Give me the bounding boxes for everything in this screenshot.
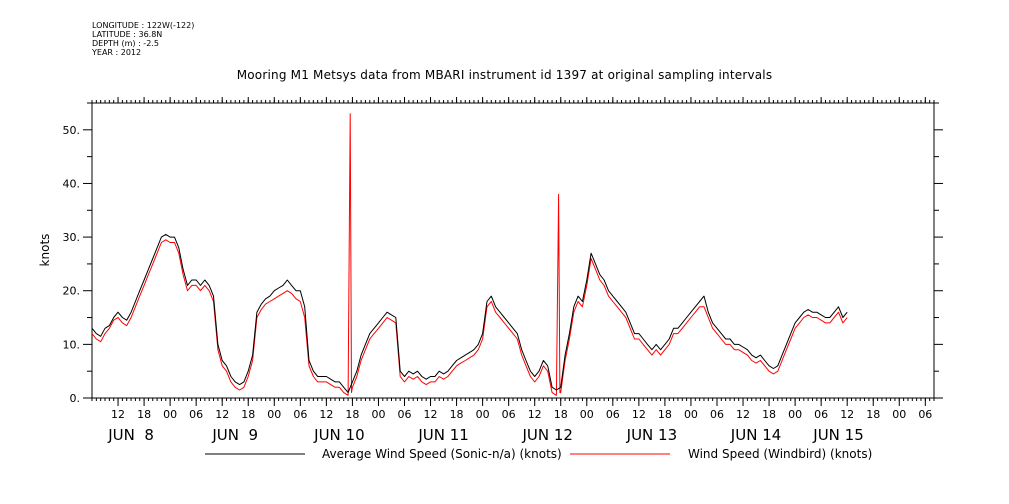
x-day-label: JUN 8 (107, 426, 154, 444)
y-axis: 0. 10. 20. 30. 40. 50. knots (38, 102, 943, 405)
x-day-label: JUN 10 (313, 426, 364, 444)
x-tick-label: 06 (502, 408, 516, 421)
x-tick-label: 06 (710, 408, 724, 421)
x-tick-label: 06 (814, 408, 828, 421)
plot-border (91, 102, 935, 399)
legend: Average Wind Speed (Sonic-n/a) (knots) Wi… (205, 447, 872, 461)
x-day-label: JUN 12 (521, 426, 572, 444)
x-tick-label: 00 (892, 408, 906, 421)
y-tick-label: 0. (70, 392, 81, 405)
x-tick-label: 06 (606, 408, 620, 421)
x-tick-label: 06 (918, 408, 932, 421)
y-tick-label: 10. (63, 338, 81, 351)
y-tick-label: 30. (63, 231, 81, 244)
legend-label-1: Wind Speed (Windbird) (knots) (688, 447, 872, 461)
x-day-label: JUN 14 (730, 426, 781, 444)
x-tick-label: 12 (319, 408, 333, 421)
x-tick-label: 12 (736, 408, 750, 421)
x-tick-label: 12 (528, 408, 542, 421)
x-tick-label: 06 (397, 408, 411, 421)
x-tick-label: 18 (762, 408, 776, 421)
x-tick-label: 18 (866, 408, 880, 421)
series-line-1 (91, 113, 848, 396)
x-tick-label: 18 (241, 408, 255, 421)
x-tick-label: 06 (293, 408, 307, 421)
x-tick-label: 18 (450, 408, 464, 421)
x-tick-label: 12 (215, 408, 229, 421)
x-tick-label: 06 (189, 408, 203, 421)
metadata-latitude: LATITUDE : 36.8N (92, 30, 163, 39)
x-day-label: JUN 11 (417, 426, 468, 444)
x-tick-label: 12 (111, 408, 125, 421)
metadata-depth: DEPTH (m) : -2.5 (92, 39, 159, 48)
metadata-block: LONGITUDE : 122W(-122) LATITUDE : 36.8N … (92, 21, 194, 57)
x-tick-label: 00 (267, 408, 281, 421)
y-axis-label: knots (38, 234, 52, 267)
x-tick-label: 12 (840, 408, 854, 421)
y-tick-label: 20. (63, 285, 81, 298)
metadata-year: YEAR : 2012 (92, 48, 142, 57)
legend-label-0: Average Wind Speed (Sonic-n/a) (knots) (322, 447, 562, 461)
x-axis: 12 18 00 06 12 18 00 06 12 18 00 06 12 18 00 06 12 18 00 06… (107, 97, 932, 444)
y-tick-label: 40. (63, 177, 81, 190)
x-tick-label: 00 (163, 408, 177, 421)
x-tick-label: 00 (684, 408, 698, 421)
series-line-0 (91, 233, 848, 394)
x-day-label: JUN 13 (626, 426, 677, 444)
x-tick-label: 12 (632, 408, 646, 421)
x-tick-label: 18 (658, 408, 672, 421)
x-tick-label: 18 (137, 408, 151, 421)
metadata-longitude: LONGITUDE : 122W(-122) (92, 21, 195, 30)
x-tick-label: 00 (788, 408, 802, 421)
y-tick-label: 50. (63, 124, 81, 137)
series-layer (91, 113, 848, 396)
x-tick-label: 18 (554, 408, 568, 421)
plot-frame (91, 100, 935, 401)
x-day-label: JUN 15 (812, 426, 863, 444)
x-tick-label: 00 (476, 408, 490, 421)
x-day-label: JUN 9 (211, 426, 258, 444)
x-tick-label: 18 (345, 408, 359, 421)
x-tick-label: 00 (371, 408, 385, 421)
x-tick-label: 00 (580, 408, 594, 421)
x-tick-label: 12 (424, 408, 438, 421)
chart-title: Mooring M1 Metsys data from MBARI instru… (236, 68, 773, 82)
